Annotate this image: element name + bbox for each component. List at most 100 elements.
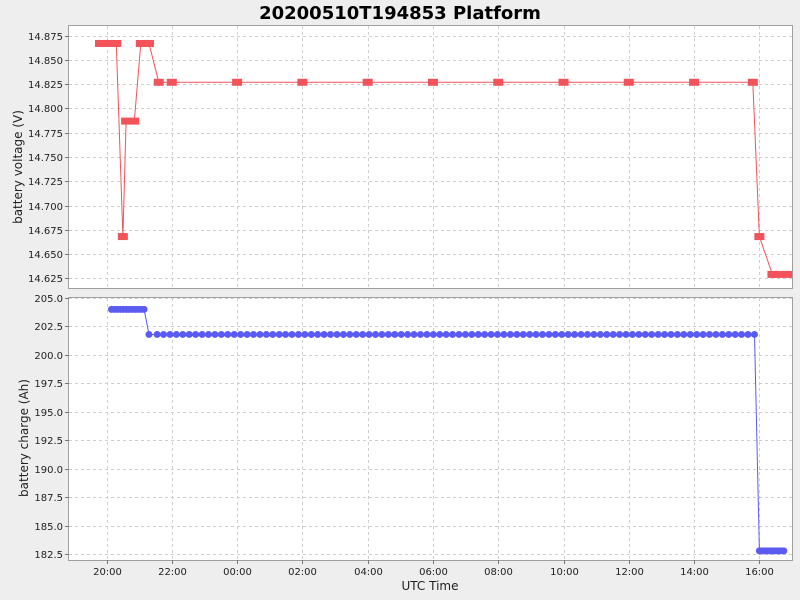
data-point [693, 330, 701, 338]
data-point [461, 330, 469, 338]
data-point [532, 330, 540, 338]
charge-panel: 182.5 185.0 187.5 190.0 192.5 195.0 197.5 200.0… [17, 294, 793, 561]
data-point [384, 330, 392, 338]
data-point [706, 330, 714, 338]
data-point [449, 330, 457, 338]
data-point [609, 330, 617, 338]
data-point [205, 330, 213, 338]
data-point [699, 330, 707, 338]
data-point [493, 78, 504, 86]
data-point [249, 330, 257, 338]
data-point [129, 117, 140, 125]
data-point [230, 330, 238, 338]
data-point [372, 330, 380, 338]
data-point [686, 330, 694, 338]
data-point [468, 330, 476, 338]
data-point [365, 330, 373, 338]
data-point [160, 330, 168, 338]
data-point [359, 330, 367, 338]
data-point [294, 330, 302, 338]
data-point [436, 330, 444, 338]
data-point [487, 330, 495, 338]
data-point [506, 330, 514, 338]
data-point [410, 330, 418, 338]
data-point [269, 330, 277, 338]
data-point [635, 330, 643, 338]
y-tick-label: 200.0 [34, 351, 63, 362]
data-point [297, 78, 308, 86]
voltage-series [95, 39, 793, 278]
y-tick-label: 14.850 [28, 56, 63, 67]
data-point [731, 330, 739, 338]
data-point [654, 330, 662, 338]
data-point [140, 305, 148, 313]
x-axis-label: UTC Time [402, 579, 459, 593]
data-point [494, 330, 502, 338]
y-tick-label: 14.875 [28, 32, 63, 43]
y-tick-label: 202.5 [34, 322, 63, 333]
y-tick-label: 14.700 [28, 202, 63, 213]
data-point [667, 330, 675, 338]
data-point [339, 330, 347, 338]
data-point [282, 330, 290, 338]
data-point [744, 330, 752, 338]
data-point [474, 330, 482, 338]
data-point [622, 330, 630, 338]
x-tick-label: 14:00 [680, 567, 709, 578]
x-tick-label: 04:00 [354, 567, 383, 578]
data-point [256, 330, 264, 338]
data-point [571, 330, 579, 338]
x-tick-label: 06:00 [419, 567, 448, 578]
y-tick-label: 197.5 [34, 379, 63, 390]
data-point [320, 330, 328, 338]
data-point [747, 78, 758, 86]
data-point [583, 330, 591, 338]
data-point [577, 330, 585, 338]
data-point [362, 78, 373, 86]
data-point [603, 330, 611, 338]
data-point [616, 330, 624, 338]
y-tick-label: 187.5 [34, 493, 63, 504]
data-point [558, 78, 569, 86]
data-point [416, 330, 424, 338]
data-point [782, 270, 793, 278]
charge-series [107, 305, 788, 555]
data-point [673, 330, 681, 338]
data-point [628, 330, 636, 338]
y-tick-label: 14.650 [28, 250, 63, 261]
data-point [767, 270, 778, 278]
x-axis-ticks: 20:00 22:00 00:00 02:00 04:00 06:00 08:00 10:00… [93, 560, 774, 578]
data-point [780, 547, 788, 555]
data-point [275, 330, 283, 338]
data-point [519, 330, 527, 338]
x-tick-label: 22:00 [158, 567, 187, 578]
y-tick-label: 195.0 [34, 408, 63, 419]
data-point [111, 39, 122, 47]
data-point [153, 78, 164, 86]
data-point [526, 330, 534, 338]
data-point [198, 330, 206, 338]
voltage-panel: 14.625 14.650 14.675 14.700 14.725 14.750 14.7… [11, 25, 793, 289]
x-tick-label: 00:00 [223, 567, 252, 578]
chart-title: 20200510T194853 Platform [259, 3, 541, 24]
data-point [442, 330, 450, 338]
data-point [135, 39, 146, 47]
data-point [172, 330, 180, 338]
data-point [551, 330, 559, 338]
y-tick-label: 14.725 [28, 177, 63, 188]
data-point [750, 330, 758, 338]
data-point [185, 330, 193, 338]
data-point [145, 330, 153, 338]
data-point [243, 330, 251, 338]
x-tick-label: 08:00 [484, 567, 513, 578]
data-point [539, 330, 547, 338]
data-point [455, 330, 463, 338]
data-point [121, 117, 132, 125]
y-tick-label: 205.0 [34, 294, 63, 305]
data-point [404, 330, 412, 338]
data-point [237, 330, 245, 338]
data-point [211, 330, 219, 338]
y-tick-label: 14.750 [28, 153, 63, 164]
charge-grid [69, 298, 792, 560]
